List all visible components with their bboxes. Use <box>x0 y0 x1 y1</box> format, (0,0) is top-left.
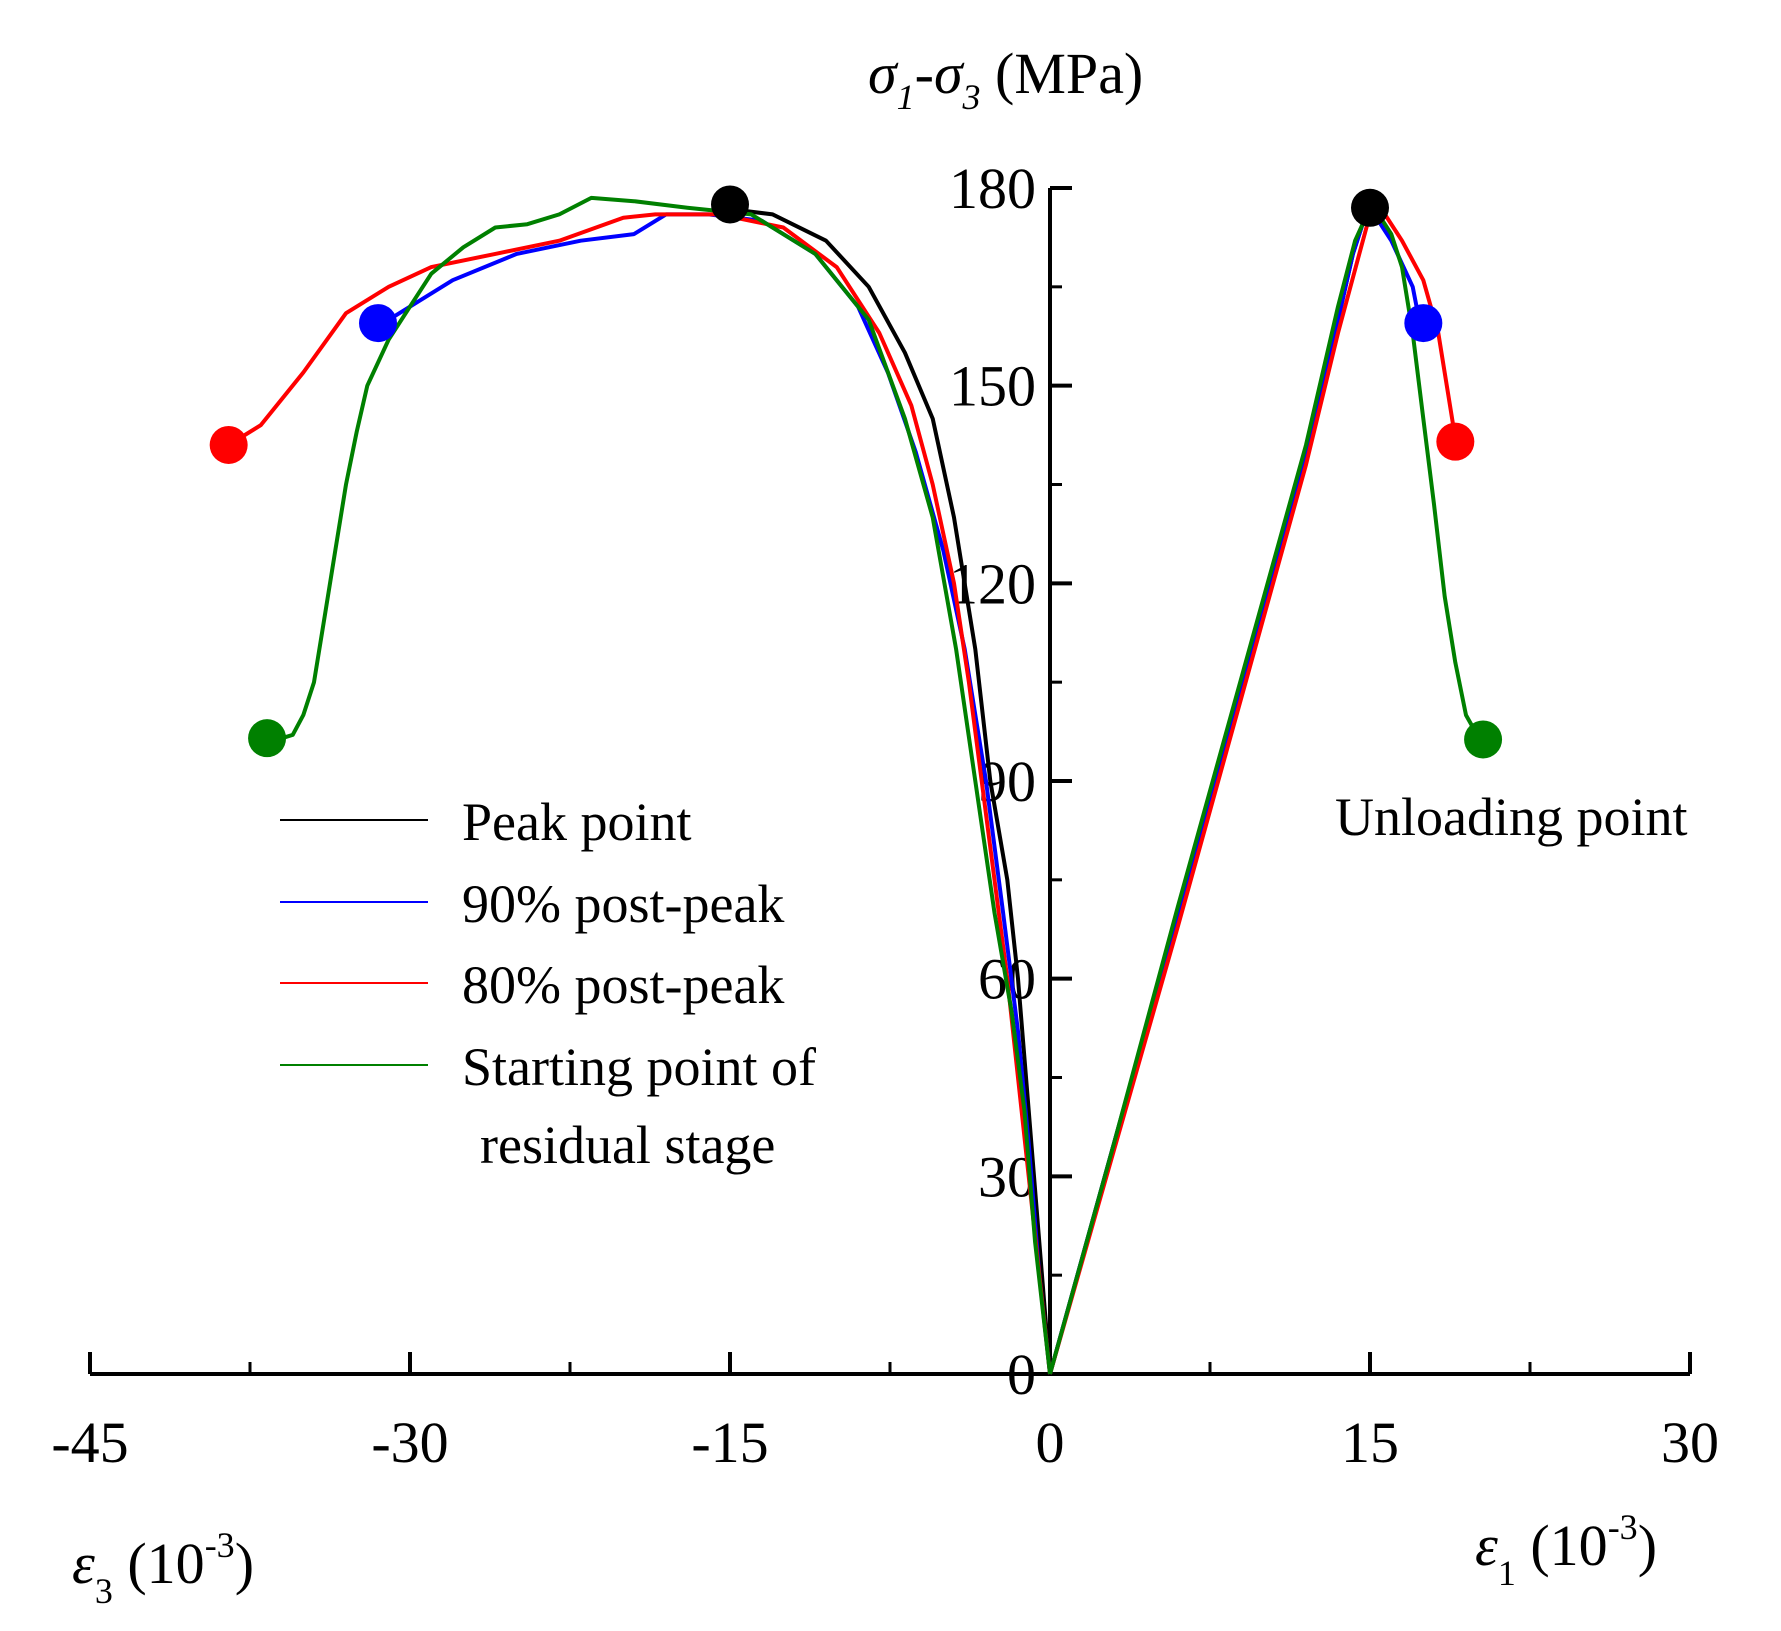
series-3-eps1-loading-line <box>1048 206 1372 1375</box>
legend-label-residual: Starting point of <box>462 1037 816 1097</box>
legend-label-80: 80% post-peak <box>462 955 784 1015</box>
legend-label-residual-2: residual stage <box>480 1115 775 1175</box>
x-tick-label: -45 <box>51 1410 128 1475</box>
x-axis-title-left: ε3 (10-3) <box>72 1525 254 1611</box>
unloading-point-annotation: Unloading point <box>1335 787 1687 847</box>
x-tick-label: 15 <box>1341 1410 1399 1475</box>
legend: Peak point 90% post-peak 80% post-peak S… <box>280 792 816 1175</box>
marker-group <box>209 185 1503 759</box>
x-tick-label: -30 <box>371 1410 448 1475</box>
y-tick-label: 150 <box>949 354 1036 419</box>
x-axis-title-right: ε1 (10-3) <box>1475 1507 1657 1593</box>
marker-peak-eps1 <box>1351 188 1389 227</box>
y-tick-label: 0 <box>1007 1342 1036 1407</box>
x-tick-label: 30 <box>1661 1410 1719 1475</box>
series-0-eps3-line <box>729 207 1052 1375</box>
series-1-eps3-line <box>387 212 1052 1375</box>
legend-label-90: 90% post-peak <box>462 874 784 934</box>
marker-p80-eps1 <box>1436 422 1475 461</box>
x-tick-label: -15 <box>691 1410 768 1475</box>
x-tick-label: 0 <box>1036 1410 1065 1475</box>
marker-peak-eps3 <box>711 185 749 224</box>
marker-res-eps1 <box>1464 720 1503 759</box>
marker-p90-eps3 <box>359 304 397 343</box>
series-3-eps3-line <box>281 195 1052 1375</box>
marker-res-eps3 <box>248 719 287 758</box>
marker-p90-eps1 <box>1404 304 1443 343</box>
legend-label-peak: Peak point <box>462 792 691 852</box>
y-tick-label: 180 <box>949 156 1036 221</box>
series-3-eps1-postpeak-line <box>1368 199 1483 743</box>
marker-p80-eps3 <box>209 425 248 464</box>
series-2-eps1-loading-line <box>1048 213 1372 1375</box>
y-axis-title: σ1-σ3 (MPa) <box>868 41 1143 117</box>
series-group <box>227 195 1483 1375</box>
